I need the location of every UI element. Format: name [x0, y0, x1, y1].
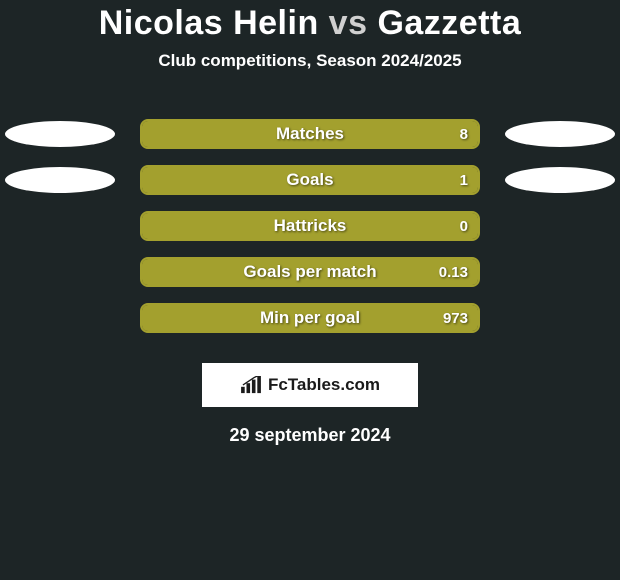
stat-bar-track: Matches8 — [140, 119, 480, 149]
stat-bar-track: Goals1 — [140, 165, 480, 195]
stat-label: Matches — [142, 124, 478, 144]
page-title: Nicolas Helin vs Gazzetta — [0, 4, 620, 43]
infographic-container: Nicolas Helin vs Gazzetta Club competiti… — [0, 0, 620, 446]
title-player1: Nicolas Helin — [99, 4, 319, 42]
stat-value-right: 0 — [460, 218, 468, 235]
brand-box: FcTables.com — [202, 363, 418, 407]
player-oval-left — [5, 167, 115, 193]
player-oval-right — [505, 167, 615, 193]
bar-chart-icon — [240, 376, 262, 394]
date-text: 29 september 2024 — [0, 425, 620, 446]
stat-row: Min per goal973 — [0, 295, 620, 341]
title-player2: Gazzetta — [377, 4, 521, 42]
stat-row: Goals1 — [0, 157, 620, 203]
stat-value-right: 0.13 — [439, 264, 468, 281]
stat-row: Hattricks0 — [0, 203, 620, 249]
subtitle: Club competitions, Season 2024/2025 — [0, 51, 620, 71]
stat-label: Goals — [142, 170, 478, 190]
stat-label: Hattricks — [142, 216, 478, 236]
stat-bar-track: Goals per match0.13 — [140, 257, 480, 287]
stats-rows: Matches8Goals1Hattricks0Goals per match0… — [0, 111, 620, 341]
stat-value-right: 8 — [460, 126, 468, 143]
stat-value-right: 973 — [443, 310, 468, 327]
stat-label: Min per goal — [142, 308, 478, 328]
stat-label: Goals per match — [142, 262, 478, 282]
stat-bar-track: Hattricks0 — [140, 211, 480, 241]
title-vs: vs — [329, 4, 368, 42]
player-oval-right — [505, 121, 615, 147]
stat-bar-track: Min per goal973 — [140, 303, 480, 333]
brand-text: FcTables.com — [268, 375, 380, 395]
player-oval-left — [5, 121, 115, 147]
stat-row: Goals per match0.13 — [0, 249, 620, 295]
stat-row: Matches8 — [0, 111, 620, 157]
stat-value-right: 1 — [460, 172, 468, 189]
